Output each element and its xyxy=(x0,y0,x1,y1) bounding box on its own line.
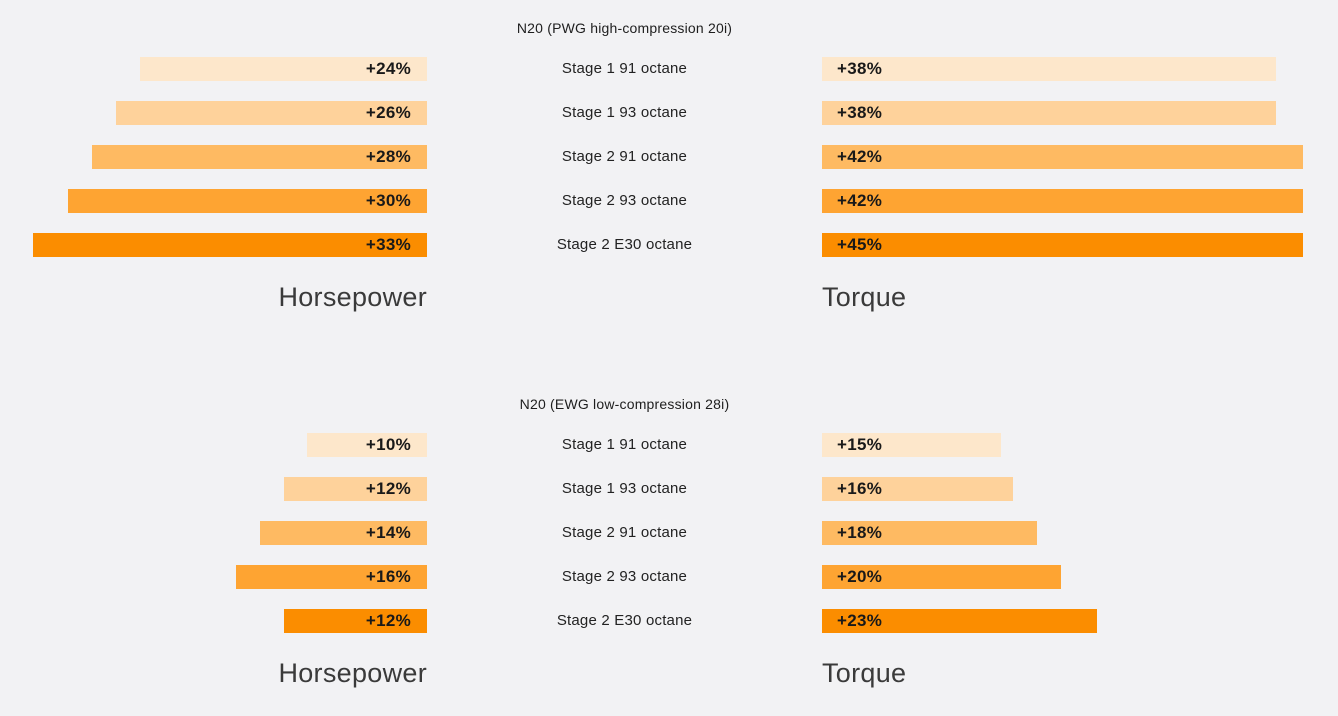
torque-heading: Torque xyxy=(822,658,907,688)
bar-value-label: +14% xyxy=(365,523,411,542)
axis-heading-row: Horsepower Torque xyxy=(0,657,1338,689)
torque-bar: +18% xyxy=(822,521,1037,545)
axis-heading-row: Horsepower Torque xyxy=(0,281,1338,313)
bar-value-label: +23% xyxy=(837,611,883,630)
torque-bar: +42% xyxy=(822,189,1303,213)
horsepower-bar: +12% xyxy=(284,609,427,633)
bar-value-label: +15% xyxy=(837,435,883,454)
chart-group-pwg: N20 (PWG high-compression 20i) +24% Stag… xyxy=(0,20,1338,313)
bar-value-label: +45% xyxy=(837,235,883,254)
horsepower-bar: +33% xyxy=(33,233,427,257)
category-label: Stage 1 93 octane xyxy=(561,480,688,497)
chart-row: +26% Stage 1 93 octane +38% xyxy=(0,101,1338,125)
bar-value-label: +12% xyxy=(365,479,411,498)
chart-title: N20 (PWG high-compression 20i) xyxy=(516,20,733,36)
bar-value-label: +28% xyxy=(365,147,411,166)
category-label: Stage 2 91 octane xyxy=(561,524,688,541)
horsepower-bar: +14% xyxy=(260,521,427,545)
torque-bar: +23% xyxy=(822,609,1097,633)
horsepower-bar: +16% xyxy=(236,565,427,589)
horsepower-bar: +30% xyxy=(68,189,427,213)
horsepower-bar: +12% xyxy=(284,477,427,501)
horsepower-heading: Horsepower xyxy=(278,282,427,312)
bar-value-label: +30% xyxy=(365,191,411,210)
bar-value-label: +24% xyxy=(365,59,411,78)
bar-value-label: +12% xyxy=(365,611,411,630)
category-label: Stage 2 E30 octane xyxy=(556,236,693,253)
torque-bar: +16% xyxy=(822,477,1013,501)
horsepower-bar: +28% xyxy=(92,145,427,169)
bar-value-label: +38% xyxy=(837,59,883,78)
bar-value-label: +42% xyxy=(837,191,883,210)
torque-bar: +45% xyxy=(822,233,1303,257)
category-label: Stage 2 93 octane xyxy=(561,192,688,209)
bar-value-label: +42% xyxy=(837,147,883,166)
chart-row: +28% Stage 2 91 octane +42% xyxy=(0,145,1338,169)
category-label: Stage 1 93 octane xyxy=(561,104,688,121)
bar-value-label: +20% xyxy=(837,567,883,586)
horsepower-bar: +10% xyxy=(307,433,427,457)
bar-value-label: +10% xyxy=(365,435,411,454)
category-label: Stage 1 91 octane xyxy=(561,60,688,77)
bar-value-label: +38% xyxy=(837,103,883,122)
torque-bar: +42% xyxy=(822,145,1303,169)
category-label: Stage 2 93 octane xyxy=(561,568,688,585)
category-label: Stage 1 91 octane xyxy=(561,436,688,453)
group-title-row: N20 (PWG high-compression 20i) xyxy=(0,20,1338,36)
torque-bar: +20% xyxy=(822,565,1061,589)
bar-value-label: +26% xyxy=(365,103,411,122)
bar-value-label: +16% xyxy=(365,567,411,586)
torque-heading: Torque xyxy=(822,282,907,312)
chart-row: +14% Stage 2 91 octane +18% xyxy=(0,521,1338,545)
horsepower-bar: +24% xyxy=(140,57,427,81)
chart-row: +30% Stage 2 93 octane +42% xyxy=(0,189,1338,213)
chart-row: +10% Stage 1 91 octane +15% xyxy=(0,433,1338,457)
chart-row: +12% Stage 1 93 octane +16% xyxy=(0,477,1338,501)
category-label: Stage 2 E30 octane xyxy=(556,612,693,629)
chart-row: +24% Stage 1 91 octane +38% xyxy=(0,57,1338,81)
category-label: Stage 2 91 octane xyxy=(561,148,688,165)
chart-group-ewg: N20 (EWG low-compression 28i) +10% Stage… xyxy=(0,396,1338,689)
group-title-row: N20 (EWG low-compression 28i) xyxy=(0,396,1338,412)
horsepower-bar: +26% xyxy=(116,101,427,125)
bar-value-label: +16% xyxy=(837,479,883,498)
torque-bar: +38% xyxy=(822,57,1276,81)
chart-row: +33% Stage 2 E30 octane +45% xyxy=(0,233,1338,257)
bar-value-label: +33% xyxy=(365,235,411,254)
chart-row: +16% Stage 2 93 octane +20% xyxy=(0,565,1338,589)
bar-value-label: +18% xyxy=(837,523,883,542)
horsepower-heading: Horsepower xyxy=(278,658,427,688)
torque-bar: +38% xyxy=(822,101,1276,125)
chart-row: +12% Stage 2 E30 octane +23% xyxy=(0,609,1338,633)
chart-title: N20 (EWG low-compression 28i) xyxy=(519,396,730,412)
torque-bar: +15% xyxy=(822,433,1001,457)
